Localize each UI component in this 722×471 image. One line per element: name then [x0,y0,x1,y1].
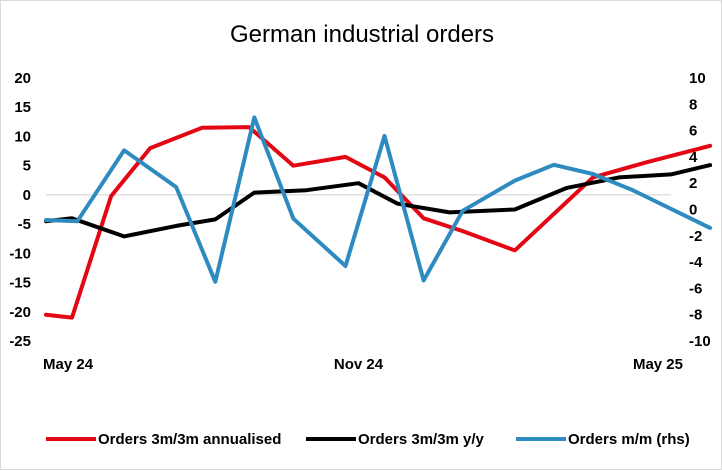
right-axis-tick-label: -4 [689,254,703,271]
right-axis-tick-label: -8 [689,307,702,324]
right-axis-tick-label: 6 [689,123,697,140]
left-axis-tick-label: 5 [23,158,31,175]
right-axis-tick-label: 10 [689,70,706,87]
right-axis-tick-label: 0 [689,202,697,219]
left-axis-tick-label: 15 [14,99,31,116]
legend-label: Orders 3m/3m annualised [98,431,281,448]
left-axis-tick-label: -20 [9,304,31,321]
left-axis-tick-label: 20 [14,70,31,87]
right-axis-tick-label: -2 [689,228,702,245]
right-axis-tick-label: 2 [689,175,697,192]
right-axis-tick-label: -10 [689,333,711,350]
series-line [44,125,713,320]
right-axis-tick-label: 8 [689,96,697,113]
left-axis-tick-label: -5 [18,216,31,233]
x-axis-tick-label: Nov 24 [334,356,384,373]
legend-label: Orders m/m (rhs) [568,431,690,448]
right-axis-tick-label: 4 [689,149,698,166]
legend-label: Orders 3m/3m y/y [358,431,485,448]
left-axis-tick-label: 10 [14,128,31,145]
x-axis-tick-label: May 24 [43,356,94,373]
chart-title: German industrial orders [229,21,495,48]
x-axis-tick-label: May 25 [633,356,683,373]
left-axis-tick-label: -10 [9,245,31,262]
series-line [44,115,713,284]
left-axis-tick-label: 0 [23,187,31,204]
right-axis-tick-label: -6 [689,280,702,297]
left-axis-tick-label: -15 [9,275,31,292]
left-axis-tick-label: -25 [9,333,31,350]
series-line [44,163,713,239]
